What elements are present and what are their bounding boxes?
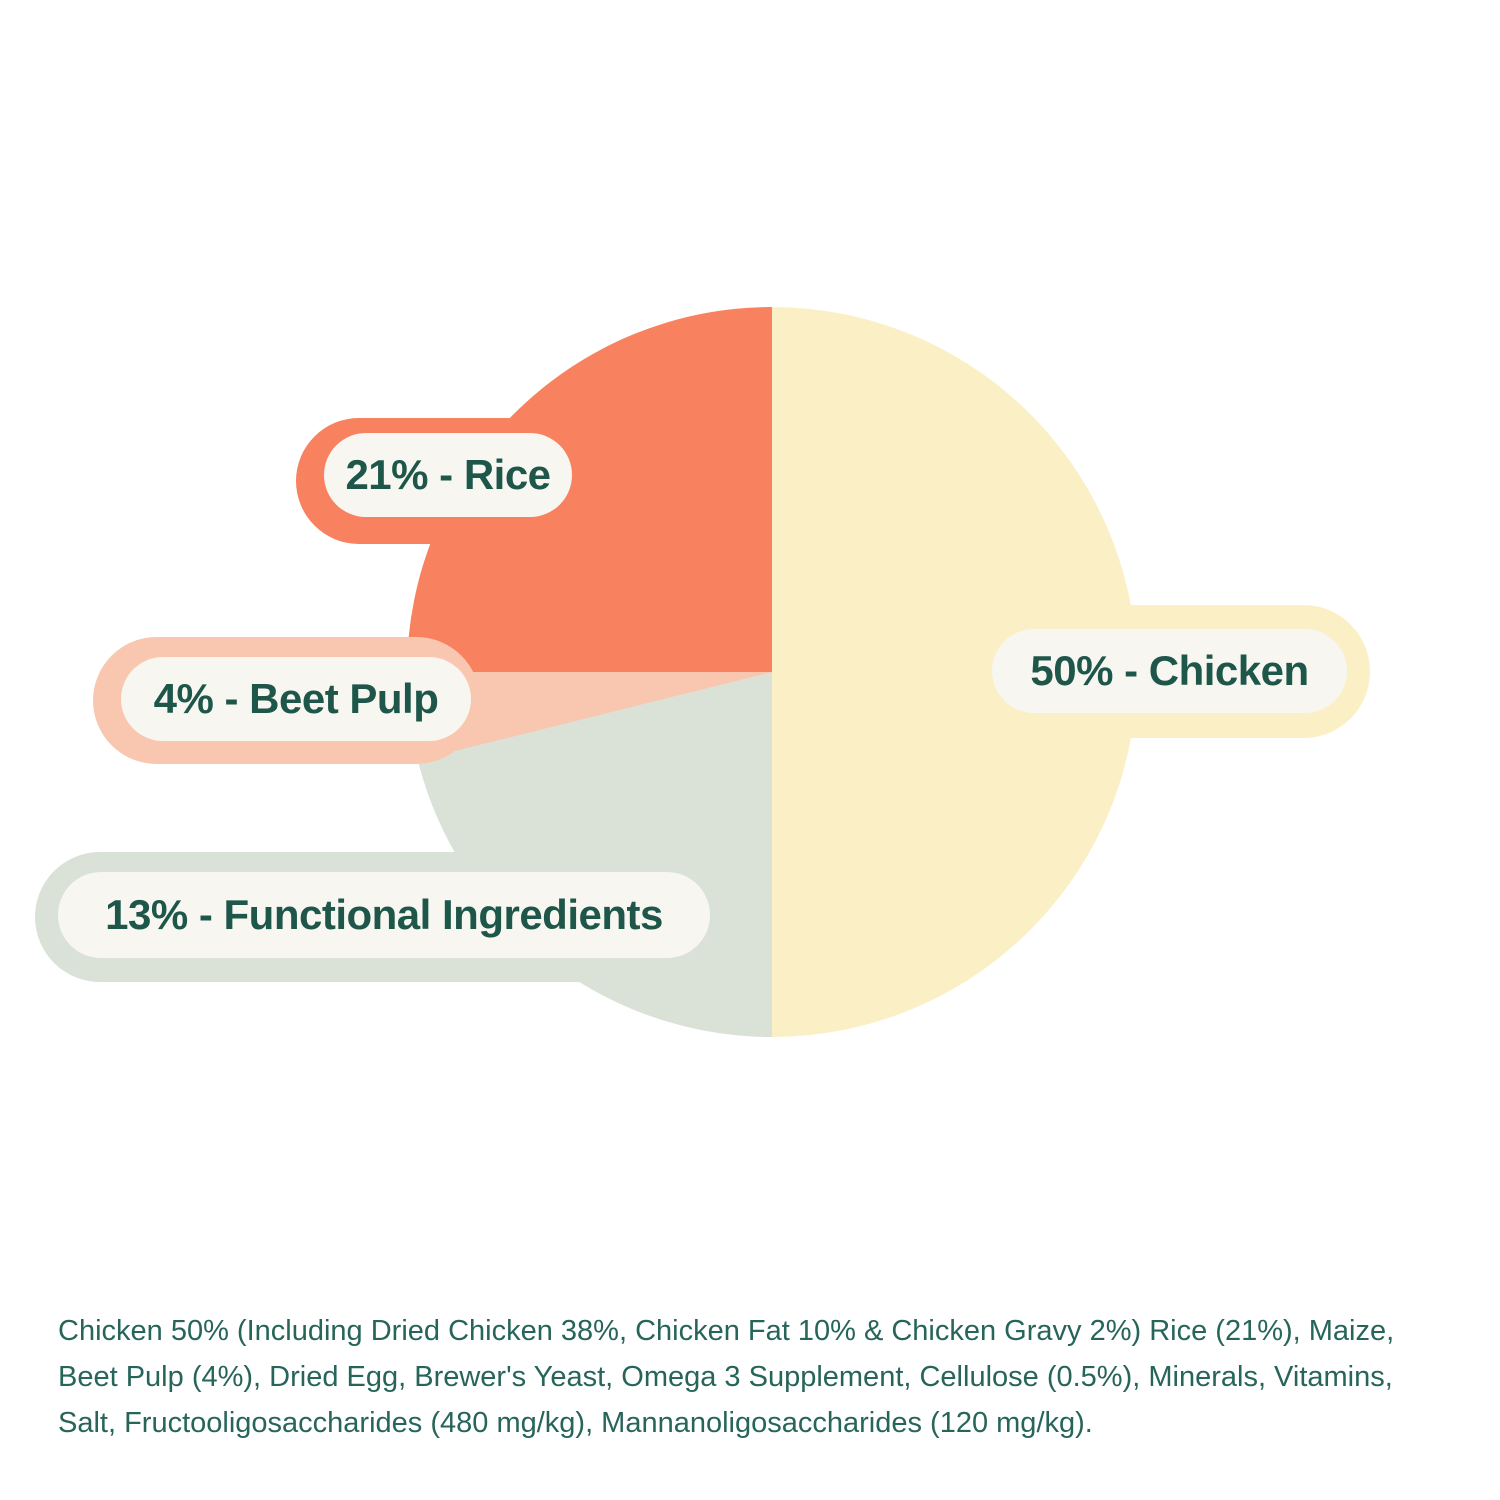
chicken-label-pill: 50% - Chicken [992, 629, 1347, 713]
rice-label: 21% - Rice [345, 451, 551, 498]
ingredients-line-2: Beet Pulp (4%), Dried Egg, Brewer's Yeas… [58, 1361, 1393, 1393]
ingredients-line-1: Chicken 50% (Including Dried Chicken 38%… [58, 1315, 1395, 1347]
functional-ingredients-label-pill: 13% - Functional Ingredients [58, 872, 710, 958]
beet-pulp-label-pill: 4% - Beet Pulp [121, 657, 471, 741]
rice-label-pill: 21% - Rice [324, 433, 572, 517]
functional-ingredients-label: 13% - Functional Ingredients [105, 891, 663, 938]
beet-pulp-label: 4% - Beet Pulp [153, 675, 439, 722]
ingredients-line-3: Salt, Fructooligosaccharides (480 mg/kg)… [58, 1407, 1093, 1439]
ingredients-paragraph: Chicken 50% (Including Dried Chicken 38%… [58, 1308, 1450, 1446]
chicken-label: 50% - Chicken [1030, 647, 1309, 694]
